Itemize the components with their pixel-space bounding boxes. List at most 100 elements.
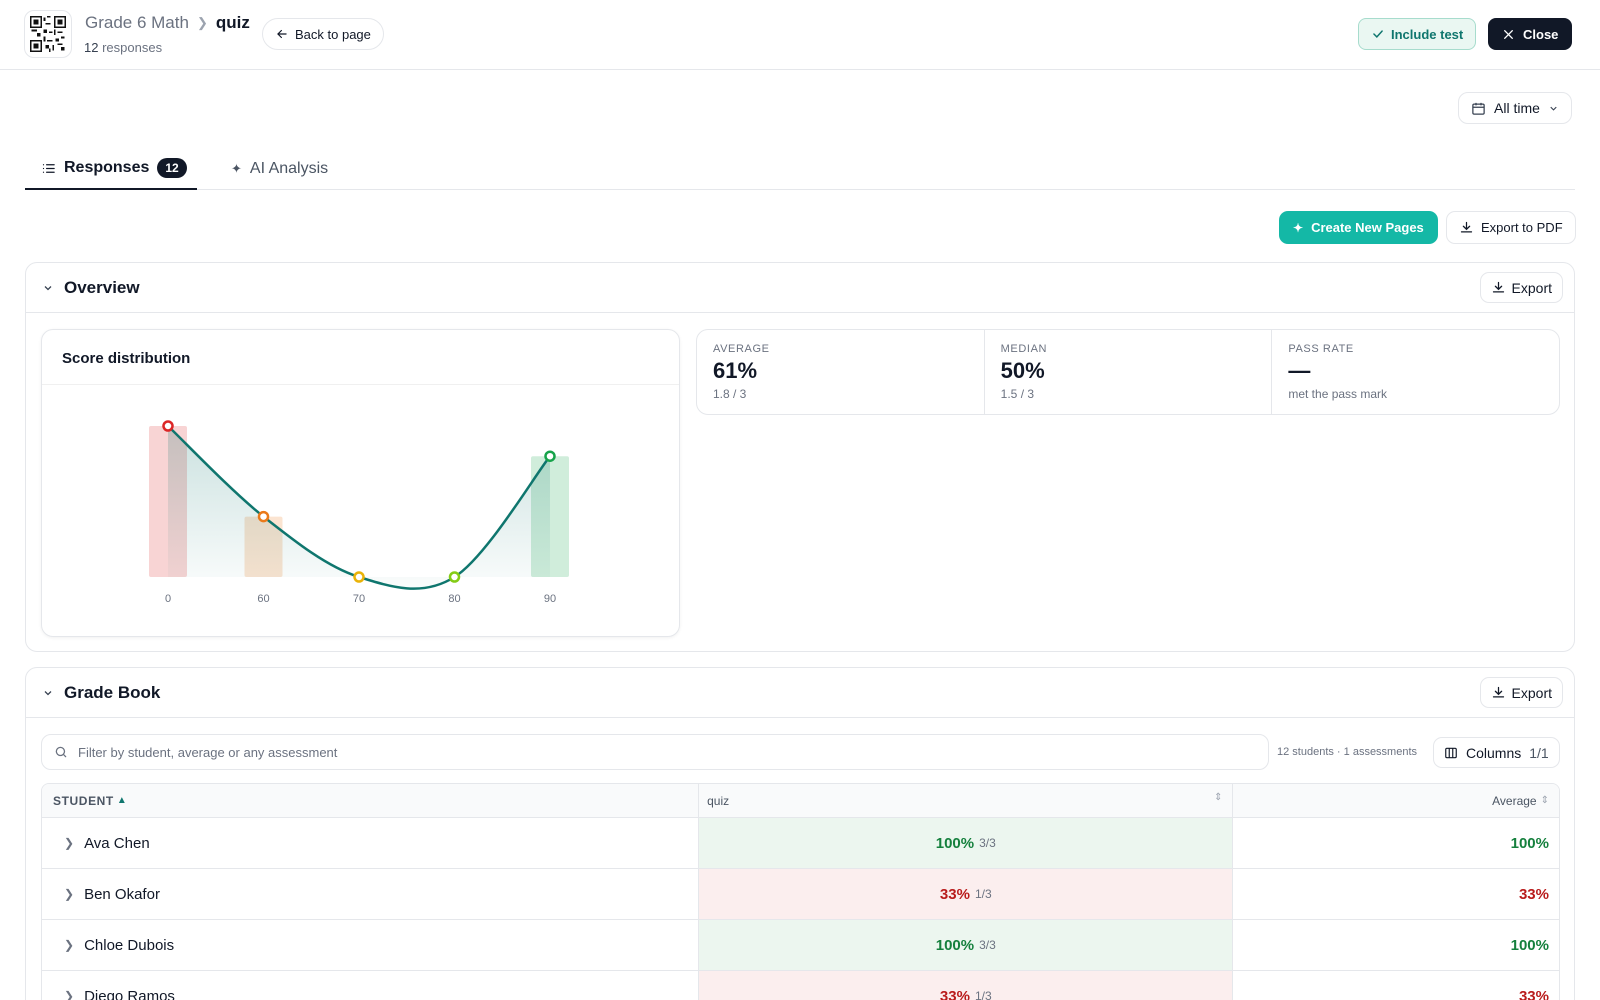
quiz-score: 33%	[939, 885, 970, 903]
student-name: Diego Ramos	[84, 987, 175, 1000]
chart-title: Score distribution	[42, 330, 679, 385]
table-row[interactable]: ❯ Ben Okafor 33% 1/3 33%	[42, 869, 1559, 920]
table-row[interactable]: ❯ Diego Ramos 33% 1/3 33%	[42, 971, 1559, 1000]
download-icon	[1492, 281, 1504, 293]
time-filter-label: All time	[1494, 100, 1540, 116]
grade-book-table: STUDENT ▲ quiz ⇕ Average ⇕ ❯ Ava Chen 100%…	[41, 783, 1560, 1000]
average-value: 33%	[1518, 987, 1549, 1000]
response-count-number: 12	[84, 40, 99, 55]
chevron-right-icon[interactable]: ❯	[64, 836, 75, 850]
chart-tick-label: 0	[165, 593, 171, 605]
stat-average: AVERAGE 61% 1.8 / 3	[697, 330, 985, 414]
chart-tick-label: 80	[448, 593, 460, 605]
stat-median-label: MEDIAN	[1000, 343, 1048, 355]
export-to-pdf-button[interactable]: Export to PDF	[1446, 211, 1576, 244]
chevron-down-icon	[1550, 106, 1557, 111]
chart-tick-label: 70	[353, 593, 365, 605]
stat-average-label: AVERAGE	[713, 343, 770, 355]
student-cell[interactable]: ❯ Chloe Dubois	[42, 920, 700, 970]
close-icon	[1504, 29, 1513, 39]
average-cell: 100%	[1233, 818, 1559, 868]
stat-average-sub: 1.8 / 3	[713, 387, 747, 401]
chevron-right-icon: ❯	[196, 15, 208, 30]
score-distribution-chart: 0 60 70 80 90	[149, 420, 569, 605]
student-name: Chloe Dubois	[84, 936, 175, 954]
student-name: Ben Okafor	[84, 885, 160, 903]
student-name: Ava Chen	[84, 834, 150, 852]
quiz-score-cell[interactable]: 100% 3/3	[699, 818, 1234, 868]
chevron-down-icon[interactable]	[42, 687, 54, 699]
chart-point-70	[353, 571, 365, 583]
quiz-fraction: 1/3	[974, 989, 992, 1000]
gradebook-meta: 12 students · 1 assessments	[1277, 746, 1418, 758]
overview-title: Overview	[64, 277, 140, 297]
close-label: Close	[1523, 26, 1559, 42]
quiz-score: 100%	[935, 936, 975, 954]
student-cell[interactable]: ❯ Diego Ramos	[42, 971, 700, 1000]
stat-pass-rate-label: PASS RATE	[1288, 343, 1354, 355]
student-column-header[interactable]: STUDENT ▲	[42, 784, 700, 817]
grade-book-header[interactable]: Grade Book Export	[26, 668, 1574, 718]
create-new-pages-label: Create New Pages	[1311, 220, 1424, 235]
responses-count-badge: 12	[157, 158, 187, 178]
average-value: 33%	[1518, 885, 1549, 903]
student-cell[interactable]: ❯ Ben Okafor	[42, 869, 700, 919]
gradebook-search-input[interactable]: Filter by student, average or any assess…	[41, 734, 1269, 770]
overview-header[interactable]: Overview Export	[26, 263, 1574, 313]
stat-pass-rate-value: —	[1288, 358, 1311, 383]
tab-responses[interactable]: Responses 12	[25, 148, 197, 190]
table-body: ❯ Ava Chen 100% 3/3 100% ❯ Ben Okafor 33% 1/3 33%…	[42, 818, 1559, 1000]
stat-median-sub: 1.5 / 3	[1000, 387, 1035, 401]
search-placeholder: Filter by student, average or any assess…	[78, 744, 338, 760]
check-icon	[1373, 30, 1383, 38]
grade-book-title: Grade Book	[64, 682, 161, 702]
response-count: 12 responses	[84, 40, 162, 55]
arrow-left-icon	[277, 29, 287, 39]
grade-book-panel: Grade Book Export Filter by student, ave…	[25, 667, 1575, 1000]
quiz-score: 33%	[939, 987, 970, 1000]
chart-tick-label: 90	[544, 593, 556, 605]
chart-point-90	[544, 450, 556, 462]
chart-point-60	[257, 510, 270, 523]
average-column-header[interactable]: Average ⇕	[1233, 784, 1559, 817]
grade-book-export-button[interactable]: Export	[1479, 677, 1563, 708]
sort-icon: ⇕	[1540, 795, 1549, 806]
columns-count: 1/1	[1529, 744, 1549, 761]
table-row[interactable]: ❯ Ava Chen 100% 3/3 100%	[42, 818, 1559, 869]
quiz-header-label: quiz	[707, 793, 730, 808]
search-icon	[55, 746, 67, 758]
sparkle-icon: ✦	[231, 161, 242, 176]
quiz-score: 100%	[935, 834, 975, 852]
quiz-column-header[interactable]: quiz ⇕	[699, 784, 1234, 817]
average-header-label: Average	[1492, 793, 1537, 808]
back-to-page-button[interactable]: Back to page	[262, 18, 384, 50]
time-filter-dropdown[interactable]: All time	[1458, 92, 1572, 124]
tab-ai-analysis[interactable]: ✦ AI Analysis	[217, 148, 328, 190]
sparkle-icon: ✦	[1293, 220, 1304, 235]
grade-book-export-label: Export	[1511, 684, 1552, 701]
create-new-pages-button[interactable]: ✦ Create New Pages	[1279, 211, 1438, 244]
score-distribution-card: Score distribution 0 60 70 80 90	[41, 329, 680, 637]
quiz-score-cell[interactable]: 33% 1/3	[699, 971, 1234, 1000]
breadcrumb-page: quiz	[215, 13, 250, 32]
student-cell[interactable]: ❯ Ava Chen	[42, 818, 700, 868]
average-value: 100%	[1510, 936, 1549, 954]
chevron-right-icon[interactable]: ❯	[64, 938, 75, 952]
overview-export-button[interactable]: Export	[1479, 272, 1563, 303]
quiz-score-cell[interactable]: 100% 3/3	[699, 920, 1234, 970]
list-icon	[42, 163, 55, 173]
stat-median: MEDIAN 50% 1.5 / 3	[985, 330, 1273, 414]
average-value: 100%	[1510, 834, 1549, 852]
columns-button[interactable]: Columns 1/1	[1433, 737, 1560, 768]
breadcrumb-course[interactable]: Grade 6 Math	[85, 13, 189, 32]
include-test-toggle[interactable]: Include test	[1358, 18, 1477, 50]
quiz-fraction: 3/3	[979, 836, 996, 850]
close-button[interactable]: Close	[1488, 18, 1573, 50]
table-row[interactable]: ❯ Chloe Dubois 100% 3/3 100%	[42, 920, 1559, 971]
quiz-score-cell[interactable]: 33% 1/3	[699, 869, 1234, 919]
stat-pass-rate: PASS RATE — met the pass mark	[1272, 330, 1559, 414]
chevron-down-icon[interactable]	[42, 282, 54, 294]
calendar-icon	[1472, 102, 1485, 115]
chevron-right-icon[interactable]: ❯	[64, 989, 75, 1000]
chevron-right-icon[interactable]: ❯	[64, 887, 75, 901]
